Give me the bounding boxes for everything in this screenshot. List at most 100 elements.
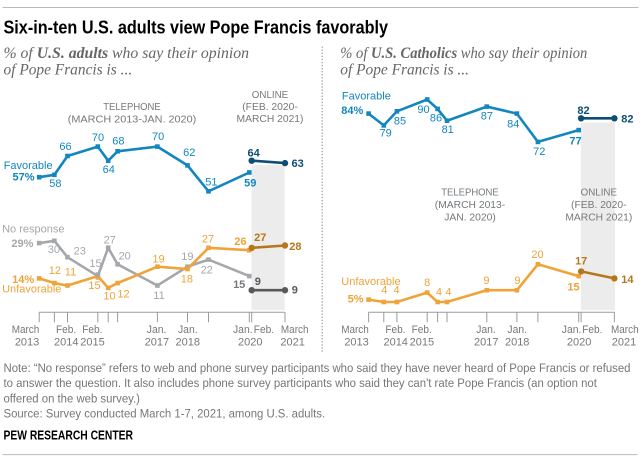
svg-text:2017: 2017 xyxy=(145,336,169,348)
svg-text:2013: 2013 xyxy=(15,336,39,348)
svg-text:19: 19 xyxy=(181,251,193,263)
svg-text:ONLINE: ONLINE xyxy=(581,188,618,199)
svg-text:Jan.: Jan. xyxy=(147,324,167,336)
svg-text:11: 11 xyxy=(65,267,76,279)
svg-text:10: 10 xyxy=(103,291,115,303)
svg-text:Source: Survey conducted March: Source: Survey conducted March 1-7, 2021… xyxy=(4,407,326,421)
svg-text:TELEPHONE: TELEPHONE xyxy=(441,188,499,199)
svg-text:4: 4 xyxy=(381,284,387,296)
svg-text:27: 27 xyxy=(202,234,214,246)
svg-text:to answer the question. It als: to answer the question. It also includes… xyxy=(4,376,598,390)
svg-text:27: 27 xyxy=(104,235,116,247)
svg-text:9: 9 xyxy=(292,285,298,297)
svg-text:Jan.: Jan. xyxy=(233,324,253,336)
svg-text:26: 26 xyxy=(234,236,246,248)
svg-text:PEW RESEARCH CENTER: PEW RESEARCH CENTER xyxy=(4,427,134,442)
svg-text:12: 12 xyxy=(49,265,61,277)
svg-text:19: 19 xyxy=(152,253,164,265)
svg-text:Feb.: Feb. xyxy=(56,324,76,336)
svg-text:MARCH 2021): MARCH 2021) xyxy=(237,114,304,125)
svg-text:2021: 2021 xyxy=(612,336,636,348)
svg-text:8: 8 xyxy=(424,277,430,289)
svg-text:15: 15 xyxy=(233,279,245,291)
svg-text:28: 28 xyxy=(289,241,301,253)
svg-text:(FEB. 2020-: (FEB. 2020- xyxy=(242,102,298,113)
svg-text:4: 4 xyxy=(394,284,400,296)
svg-text:18: 18 xyxy=(181,274,193,286)
svg-text:(FEB. 2020-: (FEB. 2020- xyxy=(571,200,627,211)
svg-text:Note: “No response” refers to: Note: “No response” refers to web and ph… xyxy=(4,361,631,375)
svg-text:9: 9 xyxy=(514,275,520,287)
svg-text:Favorable: Favorable xyxy=(4,160,53,172)
svg-text:Feb.: Feb. xyxy=(82,324,102,336)
svg-text:9: 9 xyxy=(483,275,489,287)
svg-text:(MARCH 2013-JAN. 2020): (MARCH 2013-JAN. 2020) xyxy=(68,115,197,126)
svg-text:70: 70 xyxy=(152,131,164,143)
svg-text:2015: 2015 xyxy=(80,336,104,348)
svg-text:12: 12 xyxy=(117,289,129,301)
svg-text:of Pope Francis is ...: of Pope Francis is ... xyxy=(4,61,133,78)
svg-text:2013: 2013 xyxy=(344,336,368,348)
svg-text:58: 58 xyxy=(49,178,61,190)
svg-text:Feb.: Feb. xyxy=(412,324,432,336)
svg-text:Jan.: Jan. xyxy=(476,324,496,336)
svg-text:20: 20 xyxy=(119,251,131,263)
svg-text:Jan.: Jan. xyxy=(178,324,198,336)
svg-text:2014: 2014 xyxy=(54,336,78,348)
svg-text:2014: 2014 xyxy=(383,336,407,348)
svg-text:84: 84 xyxy=(507,118,519,130)
svg-text:Jan.: Jan. xyxy=(562,324,582,336)
svg-text:59: 59 xyxy=(244,178,256,190)
svg-text:offered on the web survey.): offered on the web survey.) xyxy=(4,391,140,405)
svg-text:2020: 2020 xyxy=(238,336,262,348)
svg-text:2018: 2018 xyxy=(176,336,200,348)
svg-text:2020: 2020 xyxy=(567,336,591,348)
svg-text:MARCH 2021): MARCH 2021) xyxy=(565,212,632,223)
svg-text:90: 90 xyxy=(417,104,429,116)
svg-text:Favorable: Favorable xyxy=(342,90,391,102)
svg-text:85: 85 xyxy=(394,115,406,127)
svg-text:15: 15 xyxy=(567,282,579,294)
svg-text:(MARCH 2013-: (MARCH 2013- xyxy=(435,200,505,211)
svg-text:March: March xyxy=(12,324,40,336)
svg-text:% of U.S. adults who say their: % of U.S. adults who say their opinion xyxy=(4,45,250,62)
svg-text:Feb.: Feb. xyxy=(254,324,274,336)
svg-text:Unfavorable: Unfavorable xyxy=(2,283,61,295)
svg-text:22: 22 xyxy=(201,265,213,277)
svg-text:15: 15 xyxy=(89,258,101,270)
svg-text:72: 72 xyxy=(533,146,545,158)
svg-text:of Pope Francis is ...: of Pope Francis is ... xyxy=(340,61,469,78)
svg-text:87: 87 xyxy=(481,111,493,123)
svg-text:70: 70 xyxy=(92,132,104,144)
svg-text:64: 64 xyxy=(247,147,260,159)
svg-text:82: 82 xyxy=(621,113,633,125)
svg-text:64: 64 xyxy=(103,164,115,176)
svg-text:62: 62 xyxy=(183,147,195,159)
svg-text:Jan.: Jan. xyxy=(507,324,527,336)
svg-text:March: March xyxy=(611,324,639,336)
svg-text:63: 63 xyxy=(292,158,304,170)
svg-text:2017: 2017 xyxy=(474,336,498,348)
svg-text:17: 17 xyxy=(575,256,587,268)
svg-text:March: March xyxy=(281,324,309,336)
svg-text:77: 77 xyxy=(569,136,581,148)
svg-text:% of U.S. Catholics who say th: % of U.S. Catholics who say their opinio… xyxy=(340,45,587,62)
svg-text:Unfavorable: Unfavorable xyxy=(341,276,400,288)
svg-text:14: 14 xyxy=(621,274,634,286)
svg-text:86: 86 xyxy=(430,113,442,125)
svg-text:51: 51 xyxy=(205,177,217,189)
svg-text:No response: No response xyxy=(2,223,64,235)
svg-text:15: 15 xyxy=(88,280,100,292)
svg-text:9: 9 xyxy=(255,276,261,288)
svg-text:March: March xyxy=(341,324,369,336)
svg-text:68: 68 xyxy=(112,136,124,148)
svg-text:2018: 2018 xyxy=(505,336,529,348)
svg-text:81: 81 xyxy=(442,124,454,136)
svg-text:Feb.: Feb. xyxy=(582,324,602,336)
svg-text:JAN. 2020): JAN. 2020) xyxy=(444,212,496,223)
svg-text:27: 27 xyxy=(254,232,266,244)
svg-text:ONLINE: ONLINE xyxy=(252,90,289,101)
svg-text:2015: 2015 xyxy=(410,336,434,348)
svg-text:4: 4 xyxy=(436,287,442,299)
svg-text:82: 82 xyxy=(577,105,589,117)
